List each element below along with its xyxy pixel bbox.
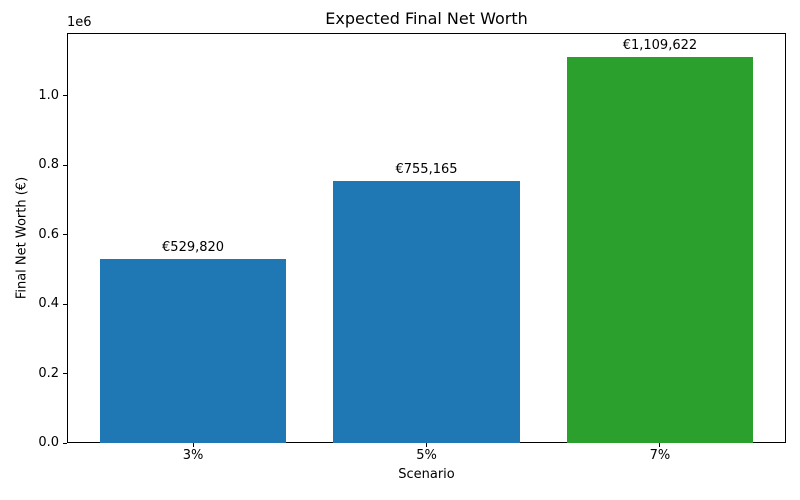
y-tick-mark bbox=[63, 373, 67, 374]
y-tick-mark bbox=[63, 234, 67, 236]
y-tick-label: 0.6 bbox=[38, 226, 59, 242]
bar-value-label: €755,165 bbox=[395, 161, 458, 177]
bar bbox=[333, 180, 520, 443]
y-tick-label: 0.4 bbox=[38, 296, 59, 312]
bar-value-label: €1,109,622 bbox=[622, 38, 698, 54]
x-tick-mark bbox=[426, 443, 427, 447]
y-tick-mark bbox=[63, 442, 67, 444]
x-axis-label: Scenario bbox=[398, 467, 455, 482]
chart-title: Expected Final Net Worth bbox=[325, 9, 528, 28]
x-tick-label: 5% bbox=[416, 448, 437, 463]
x-tick-mark bbox=[659, 443, 661, 447]
bar bbox=[99, 258, 287, 443]
y-axis-offset-label: 1e6 bbox=[67, 15, 92, 30]
y-tick-label: 0.0 bbox=[38, 435, 59, 450]
bar bbox=[566, 57, 754, 443]
bar-value-label: €529,820 bbox=[162, 239, 225, 255]
y-tick-label: 0.2 bbox=[38, 365, 59, 381]
x-tick-label: 7% bbox=[649, 448, 671, 463]
y-tick-mark bbox=[63, 303, 67, 305]
y-tick-mark bbox=[63, 95, 67, 97]
y-tick-label: 0.8 bbox=[38, 157, 59, 173]
y-tick-label: 1.0 bbox=[38, 87, 59, 103]
y-tick-mark bbox=[63, 164, 67, 166]
x-tick-mark bbox=[192, 443, 194, 447]
x-tick-label: 3% bbox=[182, 448, 204, 463]
